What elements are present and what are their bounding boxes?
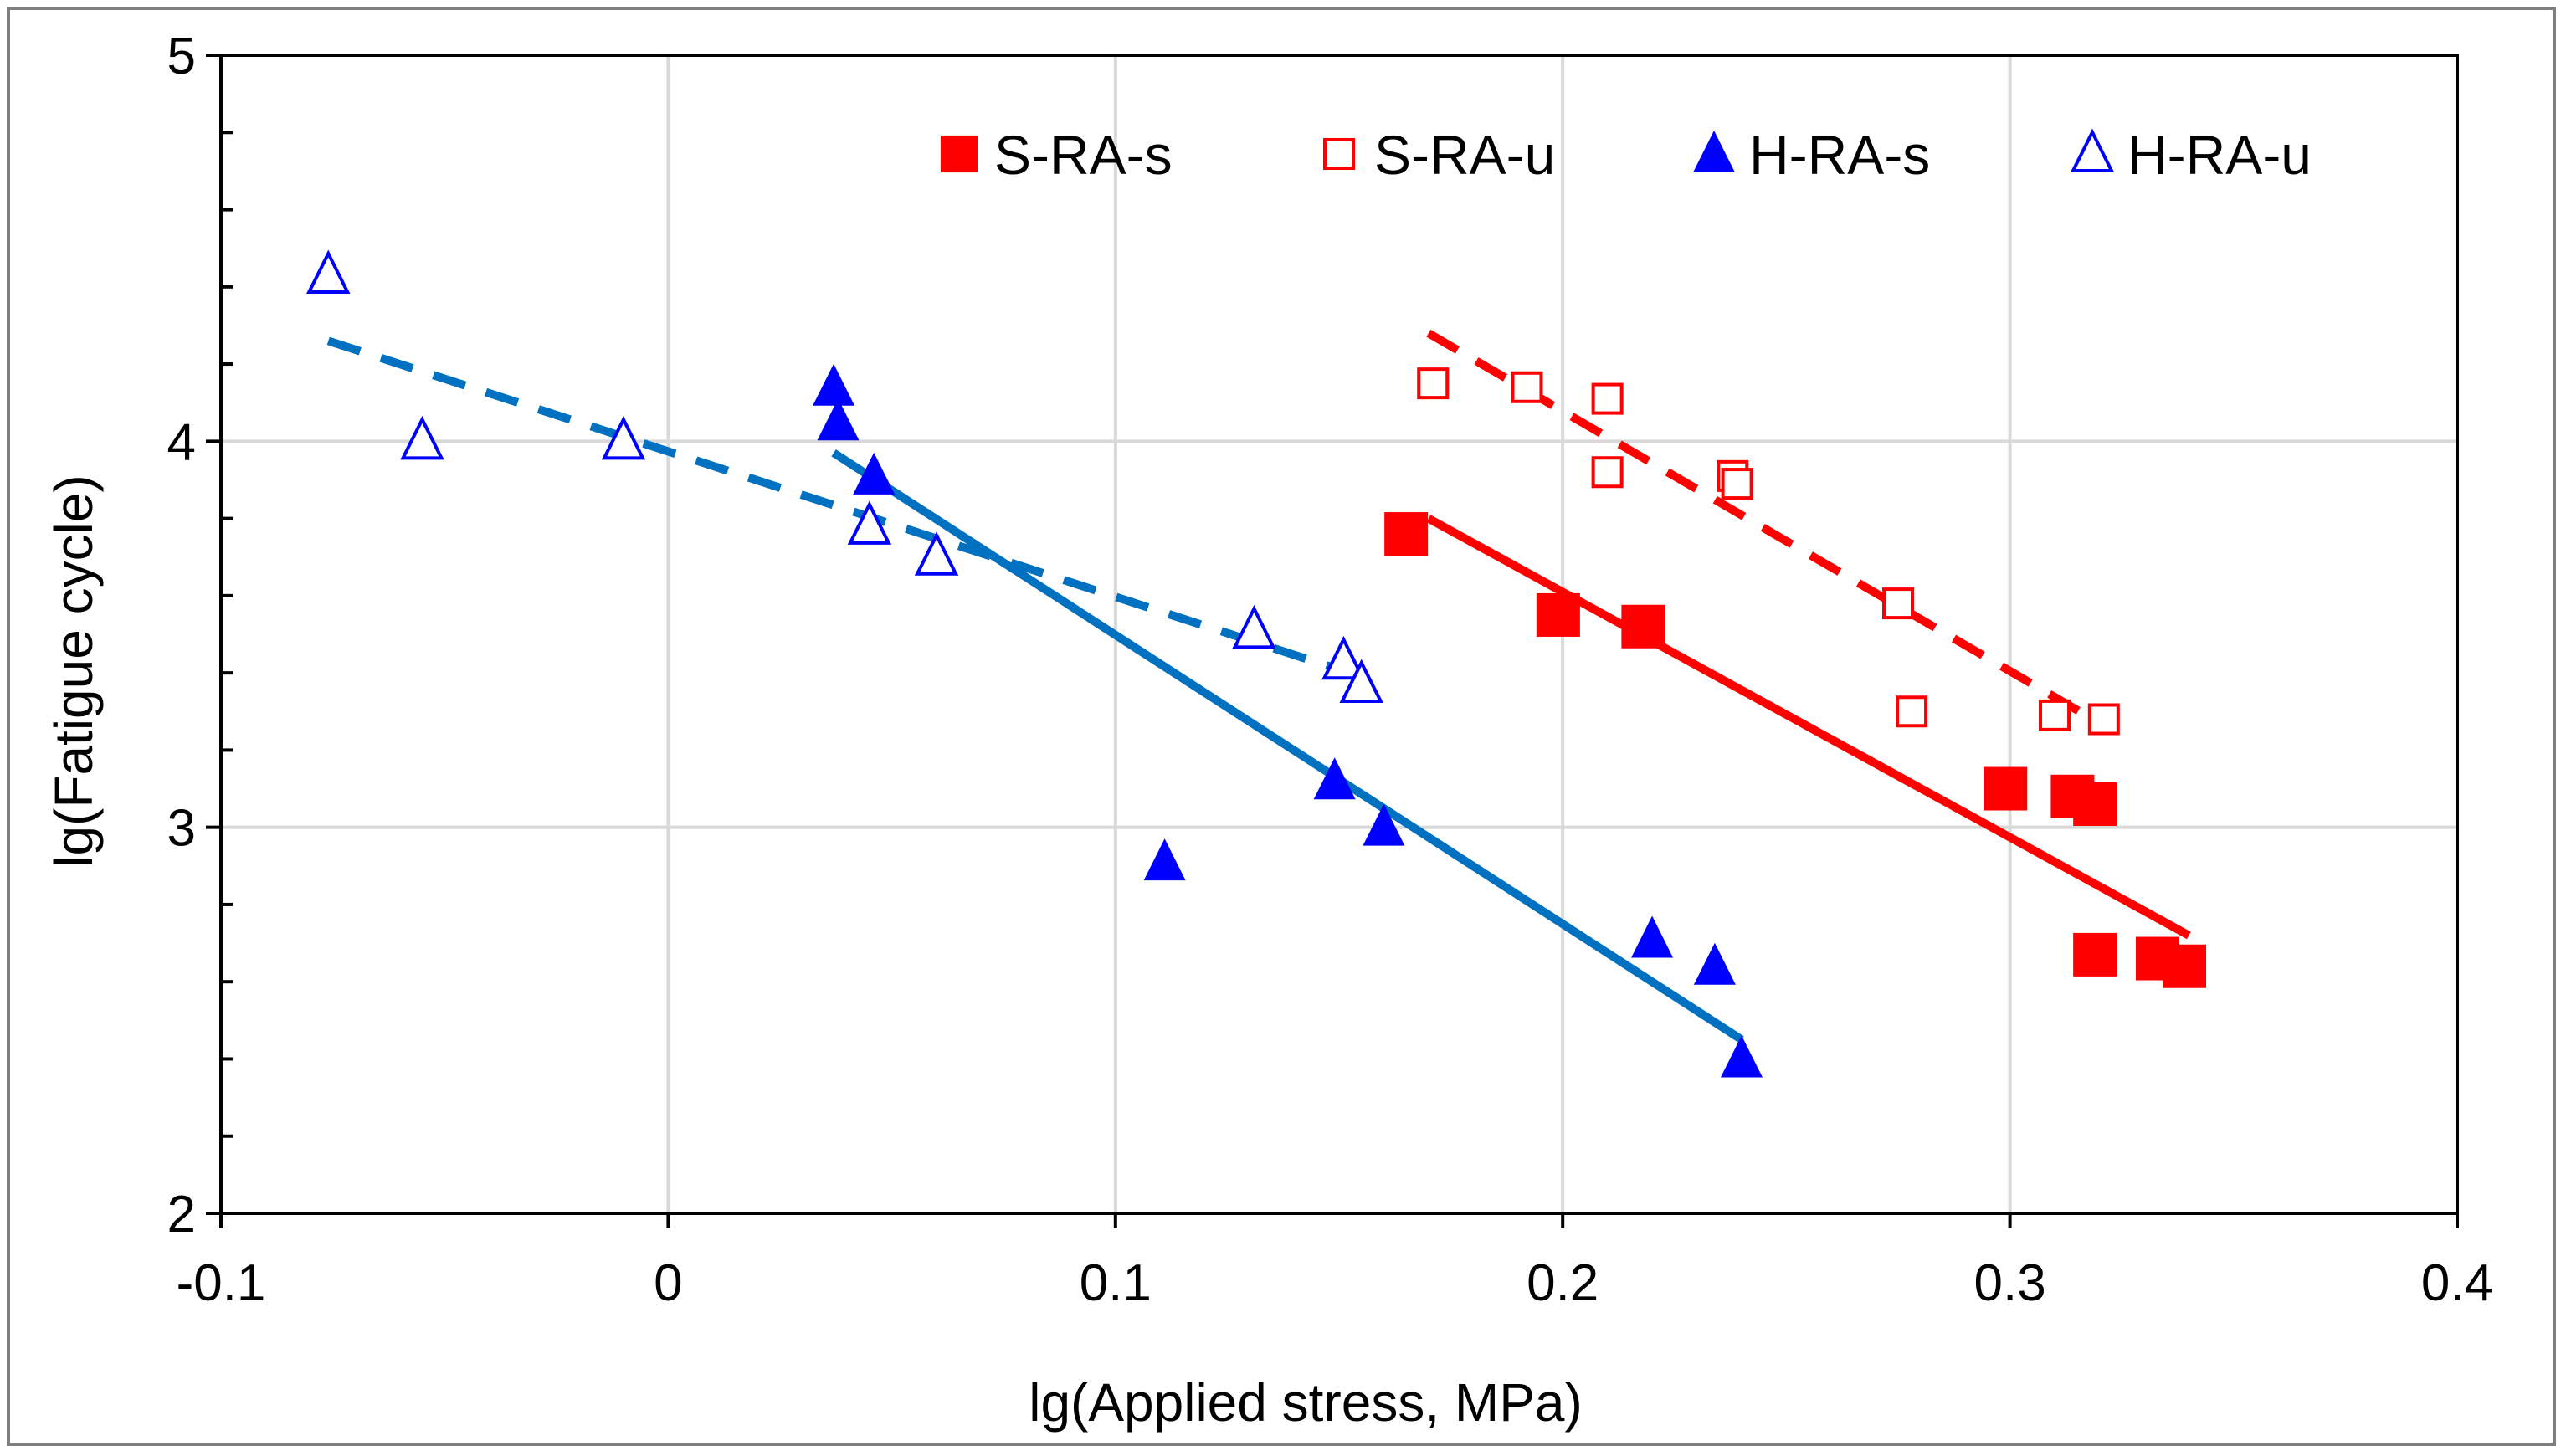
point-s-ra-s xyxy=(2163,944,2207,988)
point-s-ra-u xyxy=(1896,695,1928,728)
point-h-ra-u xyxy=(1232,604,1276,649)
point-h-ra-u xyxy=(601,415,646,460)
legend-marker-s-ra-u xyxy=(1323,138,1355,170)
x-tick-label: 0.1 xyxy=(1080,1254,1152,1312)
point-s-ra-u xyxy=(1511,371,1543,403)
trendline-h-ra-s xyxy=(831,449,1744,1043)
x-tick-label: 0.4 xyxy=(2421,1254,2493,1312)
y-axis-title: lg(Fatigue cycle) xyxy=(44,474,104,868)
point-s-ra-s xyxy=(2073,932,2117,977)
point-s-ra-s xyxy=(2073,782,2117,826)
point-h-ra-u xyxy=(1339,659,1383,703)
point-h-ra-u xyxy=(400,415,444,460)
y-tick-label: 3 xyxy=(167,800,196,858)
legend-label-h-ra-s: H-RA-s xyxy=(1749,124,1930,186)
point-s-ra-u xyxy=(1417,367,1450,400)
gridlines xyxy=(221,54,2457,1213)
point-s-ra-s xyxy=(1984,766,2028,811)
point-s-ra-s xyxy=(1384,512,1429,556)
y-tick-label: 4 xyxy=(167,413,196,471)
point-h-ra-s xyxy=(813,363,855,406)
trendlines xyxy=(326,329,2191,1043)
point-h-ra-s xyxy=(1631,915,1674,958)
legend-marker-s-ra-s xyxy=(940,135,978,173)
y-tick-label: 5 xyxy=(167,28,196,85)
x-axis-title: lg(Applied stress, MPa) xyxy=(1029,1372,1583,1433)
legend-label-s-ra-u: S-RA-u xyxy=(1374,124,1555,186)
point-s-ra-u xyxy=(1882,587,1914,620)
point-h-ra-s xyxy=(1143,838,1186,881)
axes xyxy=(206,54,2459,1228)
legend: S-RA-s S-RA-u H-RA-s H-RA-u xyxy=(940,124,2312,186)
trendline-h-ra-u xyxy=(326,336,1363,681)
point-h-ra-s xyxy=(853,452,896,495)
point-h-ra-s xyxy=(1313,757,1356,800)
legend-label-s-ra-s: S-RA-s xyxy=(994,124,1173,186)
point-s-ra-u xyxy=(2039,699,2071,731)
point-h-ra-u xyxy=(847,500,892,545)
chart-frame xyxy=(7,7,2556,1446)
point-s-ra-u xyxy=(1721,468,1753,500)
y-tick-label: 2 xyxy=(167,1186,196,1243)
plot-area-border xyxy=(219,54,2459,1215)
point-s-ra-s xyxy=(1536,592,1580,637)
data-points xyxy=(306,249,2207,1078)
point-h-ra-s xyxy=(817,398,860,441)
point-h-ra-u xyxy=(306,249,351,294)
point-h-ra-s xyxy=(1363,803,1405,846)
x-tick-label: -0.1 xyxy=(177,1254,266,1312)
x-tick-label: 0.2 xyxy=(1527,1254,1599,1312)
point-s-ra-s xyxy=(1621,604,1665,649)
legend-marker-h-ra-s xyxy=(1693,131,1735,172)
legend-marker-h-ra-u xyxy=(2070,128,2115,172)
trendline-s-ra-s xyxy=(1426,515,2191,940)
tick-labels: -0.1 0 0.1 0.2 0.3 0.4 2 3 4 5 xyxy=(167,28,2494,1312)
point-h-ra-u xyxy=(914,531,959,576)
point-h-ra-u xyxy=(1321,635,1366,680)
x-tick-label: 0.3 xyxy=(1973,1254,2045,1312)
point-s-ra-u xyxy=(1591,382,1624,415)
point-h-ra-s xyxy=(1693,942,1736,985)
legend-label-h-ra-u: H-RA-u xyxy=(2127,124,2312,186)
point-s-ra-u xyxy=(2087,703,2120,736)
point-h-ra-s xyxy=(1720,1035,1763,1078)
x-tick-label: 0 xyxy=(654,1254,682,1312)
point-s-ra-u xyxy=(1591,456,1624,489)
